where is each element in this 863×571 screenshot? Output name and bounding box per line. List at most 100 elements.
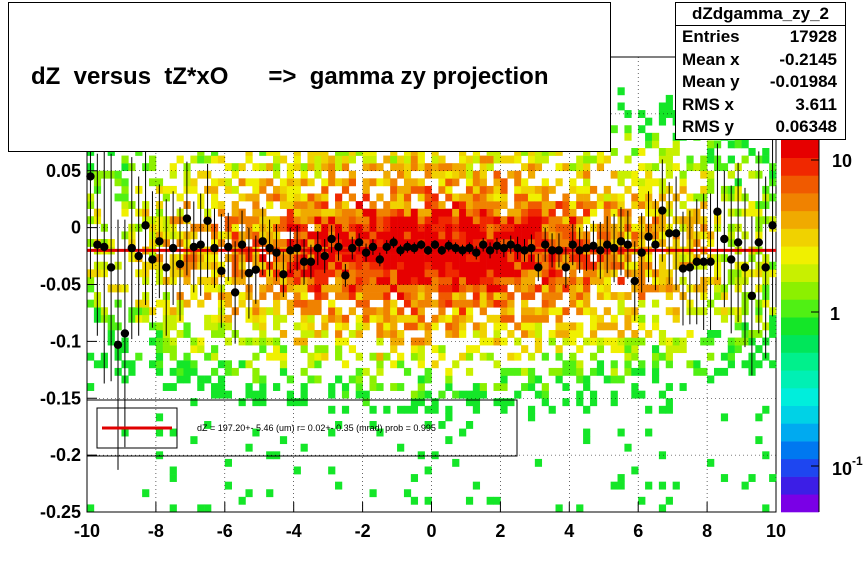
- heatmap-cell: [335, 314, 343, 323]
- heatmap-cell: [541, 352, 549, 361]
- heatmap-cell: [534, 163, 543, 172]
- heatmap-cell: [307, 231, 315, 240]
- heatmap-cell: [576, 375, 584, 384]
- heatmap-cell: [638, 193, 646, 202]
- heatmap-cell: [541, 193, 549, 202]
- heatmap-cell: [445, 276, 453, 285]
- heatmap-cell: [479, 307, 487, 316]
- heatmap-cell: [252, 307, 260, 316]
- heatmap-cell: [459, 284, 467, 293]
- heatmap-cell: [424, 496, 432, 505]
- heatmap-cell: [403, 489, 412, 498]
- heatmap-cell: [645, 140, 653, 149]
- stats-row-mean-y: Mean y -0.01984: [682, 72, 837, 92]
- heatmap-cell: [610, 398, 618, 407]
- heatmap-cell: [403, 193, 412, 202]
- heatmap-cell: [341, 284, 350, 293]
- heatmap-cell: [259, 178, 267, 187]
- y-tick-label: -0.15: [40, 388, 81, 408]
- heatmap-cell: [762, 148, 770, 156]
- heatmap-cell: [638, 163, 646, 172]
- heatmap-cell: [355, 314, 363, 323]
- heatmap-cell: [417, 451, 425, 460]
- heatmap-cell: [341, 223, 350, 232]
- heatmap-cell: [348, 178, 357, 187]
- profile-point: [561, 263, 571, 272]
- heatmap-cell: [562, 216, 570, 225]
- heatmap-cell: [314, 276, 322, 285]
- heatmap-cell: [417, 178, 425, 187]
- heatmap-cell: [355, 269, 363, 278]
- heatmap-cell: [610, 345, 618, 354]
- heatmap-cell: [300, 337, 308, 346]
- heatmap-cell: [155, 299, 164, 308]
- heatmap-cell: [211, 178, 219, 187]
- heatmap-cell: [348, 276, 357, 285]
- heatmap-cell: [424, 375, 432, 384]
- heatmap-cell: [631, 231, 639, 240]
- heatmap-cell: [266, 284, 274, 293]
- heatmap-cell: [569, 337, 577, 346]
- heatmap-cell: [645, 405, 653, 414]
- heatmap-cell: [424, 421, 432, 429]
- heatmap-cell: [658, 330, 667, 338]
- heatmap-cell: [665, 398, 673, 407]
- heatmap-cell: [583, 170, 591, 179]
- heatmap-cell: [452, 276, 460, 285]
- heatmap-cell: [328, 170, 336, 179]
- heatmap-cell: [390, 269, 398, 278]
- heatmap-cell: [190, 436, 198, 445]
- x-tick-label: 8: [702, 521, 712, 541]
- heatmap-cell: [197, 155, 205, 164]
- heatmap-cell: [314, 170, 322, 179]
- heatmap-cell: [403, 170, 412, 179]
- heatmap-cell: [583, 307, 591, 316]
- heatmap-cell: [397, 201, 405, 209]
- profile-point: [403, 242, 412, 252]
- heatmap-cell: [87, 383, 95, 391]
- heatmap-cell: [300, 201, 308, 209]
- heatmap-cell: [252, 314, 260, 323]
- heatmap-cell: [321, 201, 329, 209]
- heatmap-cell: [155, 360, 164, 369]
- heatmap-cell: [589, 390, 598, 399]
- heatmap-cell: [438, 216, 446, 225]
- heatmap-cell: [665, 360, 673, 369]
- heatmap-cell: [238, 398, 246, 407]
- heatmap-cell: [397, 216, 405, 225]
- heatmap-cell: [397, 239, 405, 247]
- heatmap-cell: [383, 299, 391, 308]
- heatmap-cell: [259, 390, 267, 399]
- heatmap-cell: [321, 322, 329, 331]
- heatmap-cell: [707, 185, 715, 194]
- heatmap-cell: [314, 352, 322, 361]
- heatmap-cell: [252, 428, 260, 437]
- heatmap-cell: [211, 314, 219, 323]
- heatmap-cell: [727, 140, 735, 149]
- heatmap-cell: [286, 170, 294, 179]
- heatmap-cell: [376, 239, 384, 247]
- heatmap-cell: [576, 163, 584, 172]
- heatmap-cell: [755, 360, 763, 369]
- heatmap-cell: [417, 185, 425, 194]
- heatmap-cell: [300, 299, 308, 308]
- heatmap-cell: [665, 292, 673, 300]
- heatmap-cell: [465, 163, 474, 172]
- heatmap-cell: [355, 276, 363, 285]
- title-box: dZ versus tZ*xO => gamma zy projection: [8, 2, 611, 152]
- heatmap-cell: [231, 216, 239, 225]
- heatmap-cell: [555, 352, 563, 361]
- heatmap-cell: [658, 284, 667, 293]
- profile-point: [224, 242, 233, 252]
- heatmap-cell: [369, 276, 377, 285]
- heatmap-cell: [417, 345, 425, 354]
- palette-swatch: [781, 423, 819, 442]
- heatmap-cell: [583, 155, 591, 164]
- heatmap-cell: [328, 284, 336, 293]
- heatmap-cell: [286, 307, 294, 316]
- heatmap-cell: [300, 223, 308, 232]
- heatmap-cell: [390, 330, 398, 338]
- heatmap-cell: [507, 223, 515, 232]
- heatmap-cell: [589, 269, 598, 278]
- heatmap-cell: [672, 140, 680, 149]
